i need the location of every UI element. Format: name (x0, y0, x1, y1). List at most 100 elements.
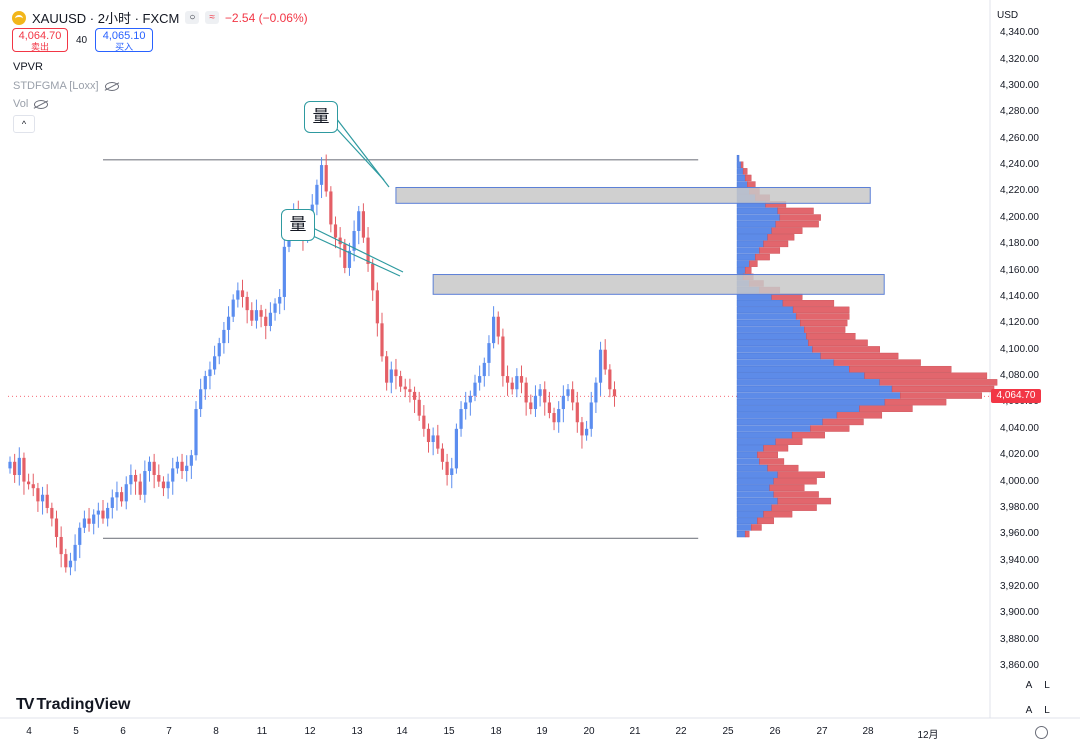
candle-1 (13, 461, 17, 475)
indicator-stdfgma[interactable]: STDFGMA [Loxx] (13, 80, 119, 92)
candle-117 (552, 413, 556, 423)
price-tick-label: 3,940.00 (1000, 554, 1039, 566)
volume-profile-down-42 (791, 431, 825, 439)
indicator-vol[interactable]: Vol (13, 98, 49, 110)
candle-112 (529, 402, 533, 410)
candle-56 (268, 312, 272, 326)
price-tick-label: 4,120.00 (1000, 317, 1039, 329)
approx-tag[interactable]: ≈ (205, 11, 219, 24)
candle-46 (222, 329, 226, 344)
time-tick-label: 11 (256, 726, 268, 737)
time-tick-label: 27 (816, 726, 828, 737)
candle-100 (473, 382, 477, 396)
volume-profile-up-31 (736, 359, 835, 366)
volume-profile-up-43 (736, 438, 776, 445)
time-tick-label: 13 (351, 726, 363, 737)
candle-119 (561, 395, 565, 410)
candle-16 (82, 518, 86, 528)
volume-profile-up-1 (736, 161, 742, 168)
candle-33 (161, 481, 166, 489)
candle-55 (264, 316, 268, 326)
candle-88 (417, 399, 421, 416)
symbol-title[interactable]: XAUUSD · 2小时 · FXCM (32, 11, 180, 26)
time-tick-label: 6 (120, 726, 126, 737)
candle-84 (399, 376, 403, 387)
volume-profile-up-28 (736, 339, 809, 347)
volume-profile-up-46 (736, 458, 760, 465)
candle-20 (101, 510, 105, 519)
auto-scale-button-2[interactable]: A (1025, 705, 1033, 716)
price-tick-label: 4,340.00 (1000, 27, 1039, 39)
candle-2 (17, 457, 21, 475)
log-scale-button-2[interactable]: L (1044, 705, 1050, 716)
currency-unit[interactable]: USD (997, 10, 1019, 21)
price-tick-label: 4,180.00 (1000, 238, 1039, 250)
time-tick-label: 14 (396, 726, 408, 737)
candle-108 (510, 382, 514, 390)
collapse-indicators-button[interactable]: ^ (13, 115, 35, 133)
time-tick-label: 18 (490, 726, 502, 737)
volume-profile-up-50 (736, 484, 770, 492)
sell-button[interactable]: 4,064.70 卖出 (12, 28, 68, 52)
candle-59 (282, 246, 286, 297)
candle-28 (138, 481, 142, 495)
volume-profile-down-43 (775, 438, 803, 445)
candle-29 (143, 471, 147, 495)
price-tick-label: 4,000.00 (1000, 475, 1039, 487)
candle-120 (566, 389, 570, 396)
volume-profile-up-48 (736, 471, 778, 478)
settings-gear-icon[interactable] (1035, 726, 1048, 739)
price-tick-label: 4,140.00 (1000, 290, 1039, 302)
market-status-tag[interactable]: ○ (185, 11, 200, 24)
tradingview-logo[interactable]: TV TradingView (16, 696, 130, 714)
time-tick-label: 25 (722, 726, 734, 737)
indicator-vpvr[interactable]: VPVR (13, 61, 43, 73)
candle-21 (106, 507, 110, 519)
volume-profile-up-4 (736, 181, 748, 188)
buy-button[interactable]: 4,065.10 买入 (95, 28, 154, 52)
callout-pointer-1b (335, 127, 385, 181)
volume-profile-up-57 (736, 530, 746, 538)
volume-profile-down-25 (800, 319, 848, 327)
candle-7 (40, 494, 45, 502)
callout-pointer-2b (312, 235, 401, 277)
volume-profile-down-1 (740, 161, 744, 168)
annotation-callout-1[interactable]: 量 (304, 101, 338, 133)
annotation-callout-2[interactable]: 量 (281, 209, 315, 241)
candle-118 (557, 409, 561, 423)
candle-106 (501, 336, 505, 377)
volume-profile-up-10 (736, 220, 776, 228)
hidden-eye-icon[interactable] (34, 99, 49, 109)
candle-124 (585, 428, 589, 436)
volume-profile-up-36 (736, 392, 901, 399)
buy-label: 买入 (115, 42, 134, 52)
log-scale-button[interactable]: L (1044, 680, 1050, 691)
price-tick-label: 3,980.00 (1000, 501, 1039, 513)
volume-profile-down-50 (769, 484, 805, 492)
candle-98 (464, 402, 468, 410)
indicator-label: Vol (13, 98, 29, 110)
candle-82 (389, 369, 393, 383)
volume-profile-down-4 (747, 181, 756, 188)
volume-profile-down-38 (859, 405, 913, 412)
candle-111 (524, 382, 528, 403)
volume-profile-up-32 (736, 365, 850, 373)
candle-107 (505, 376, 510, 383)
candle-11 (59, 536, 63, 555)
volume-profile-up-44 (736, 445, 764, 452)
volume-profile-down-48 (777, 471, 825, 478)
volume-profile-up-30 (736, 352, 821, 360)
auto-scale-button[interactable]: A (1025, 680, 1033, 691)
candle-6 (36, 488, 40, 502)
hidden-eye-icon[interactable] (104, 81, 119, 91)
candle-75 (357, 211, 361, 232)
price-tick-label: 4,220.00 (1000, 185, 1039, 197)
volume-profile-down-15 (755, 253, 770, 261)
candle-110 (519, 376, 524, 383)
time-tick-label: 5 (73, 726, 79, 737)
volume-profile-down-36 (900, 392, 983, 399)
candle-116 (547, 402, 551, 414)
volume-profile-up-47 (736, 464, 768, 472)
price-change: −2.54 (−0.06%) (224, 10, 308, 25)
